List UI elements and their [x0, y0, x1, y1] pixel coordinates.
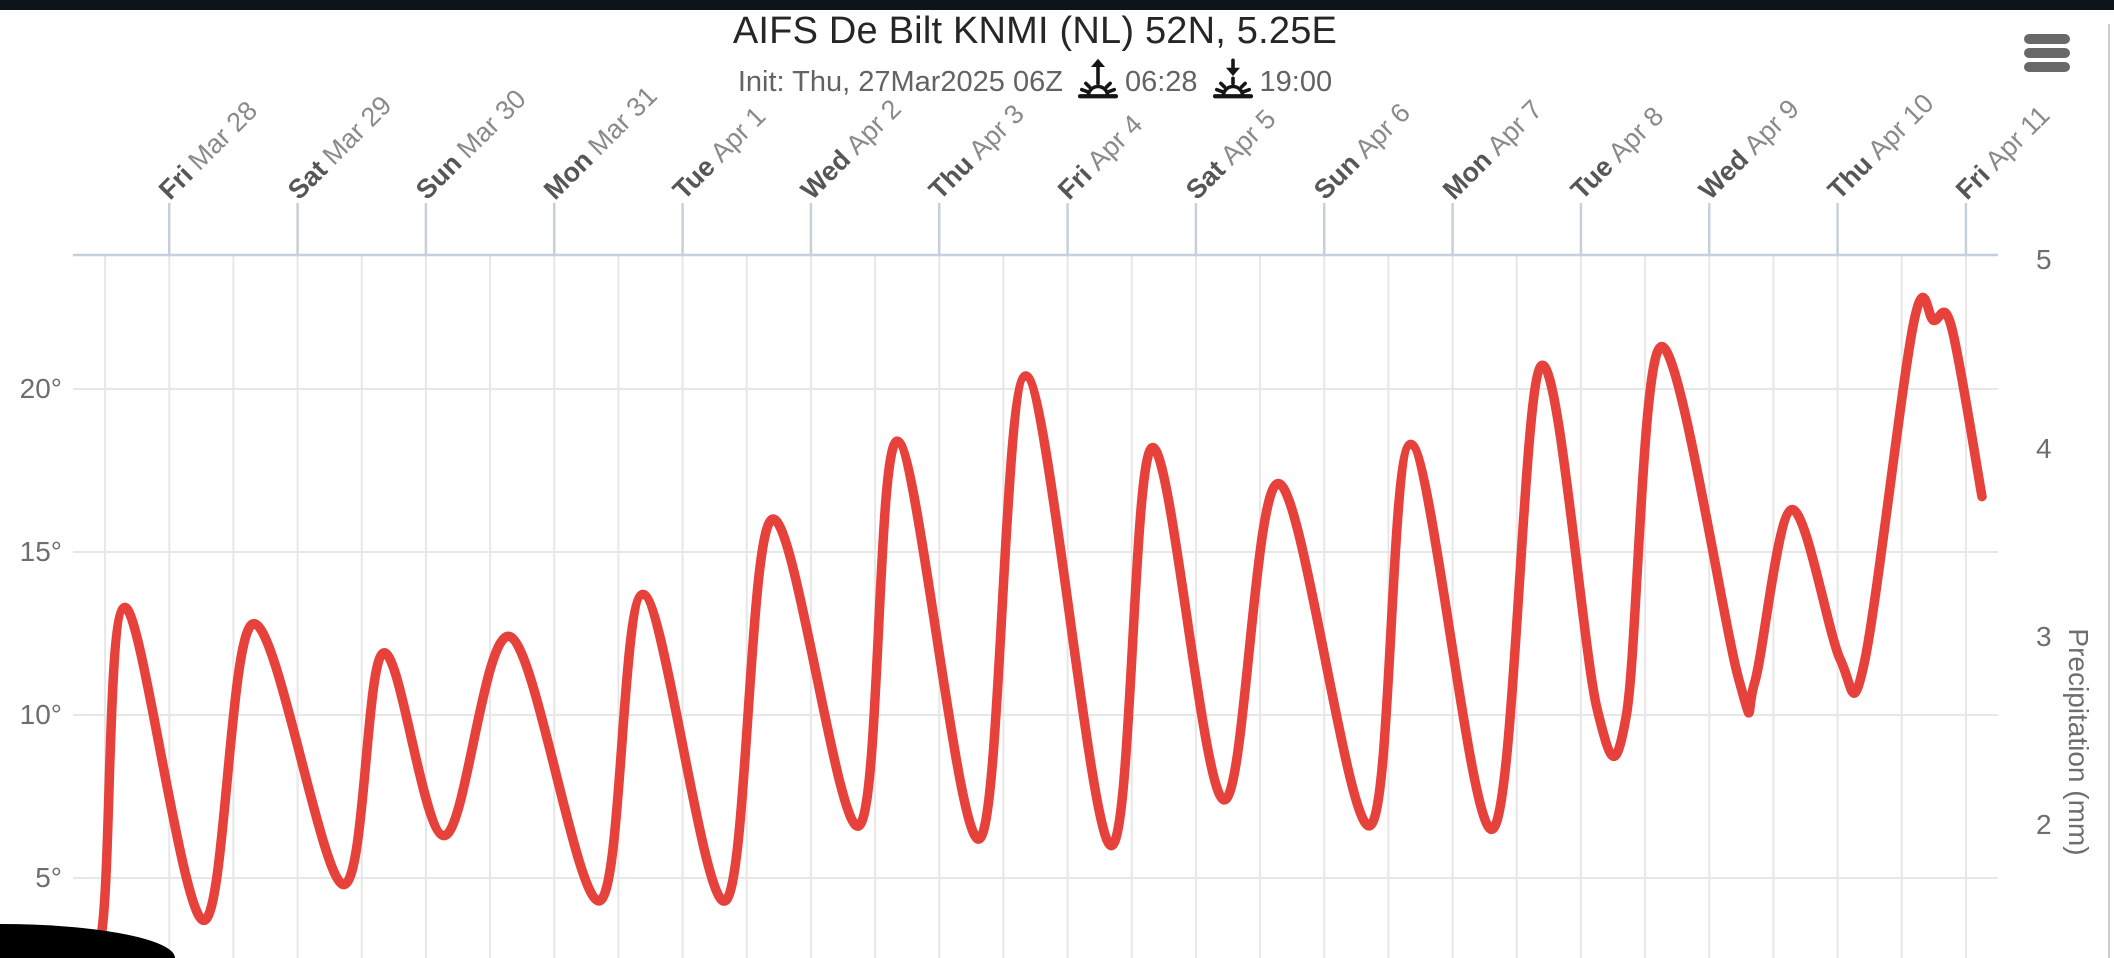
precipitation-axis-label: 2 [2036, 809, 2052, 841]
precipitation-axis-label: 3 [2036, 621, 2052, 652]
chart-subtitle: Init: Thu, 27Mar2025 06Z 06:28 19:00 [0, 58, 2070, 103]
temperature-axis-label: 20° [19, 373, 62, 404]
precipitation-axis-label: 4 [2036, 432, 2052, 464]
temperature-curve [93, 292, 1987, 958]
hamburger-icon [2024, 34, 2070, 44]
precipitation-axis-title: Precipitation (mm) [2063, 628, 2094, 856]
top-bar [0, 0, 2114, 10]
sunrise-icon [1063, 58, 1125, 99]
chart-title: AIFS De Bilt KNMI (NL) 52N, 5.25E [732, 10, 1338, 52]
temperature-axis-label: 5° [35, 862, 62, 893]
sunset-icon [1198, 58, 1260, 99]
temperature-axis-label: 10° [19, 699, 62, 730]
sunrise-time: 06:28 [1124, 66, 1198, 98]
temperature-axis-label: 15° [19, 536, 62, 567]
init-label: Init: Thu, 27Mar2025 06Z [737, 66, 1063, 98]
precipitation-axis-label: 5 [2036, 244, 2052, 276]
container-right-border [2108, 24, 2110, 958]
sunset-time: 19:00 [1259, 66, 1333, 98]
chart-menu-button[interactable] [2024, 33, 2076, 77]
